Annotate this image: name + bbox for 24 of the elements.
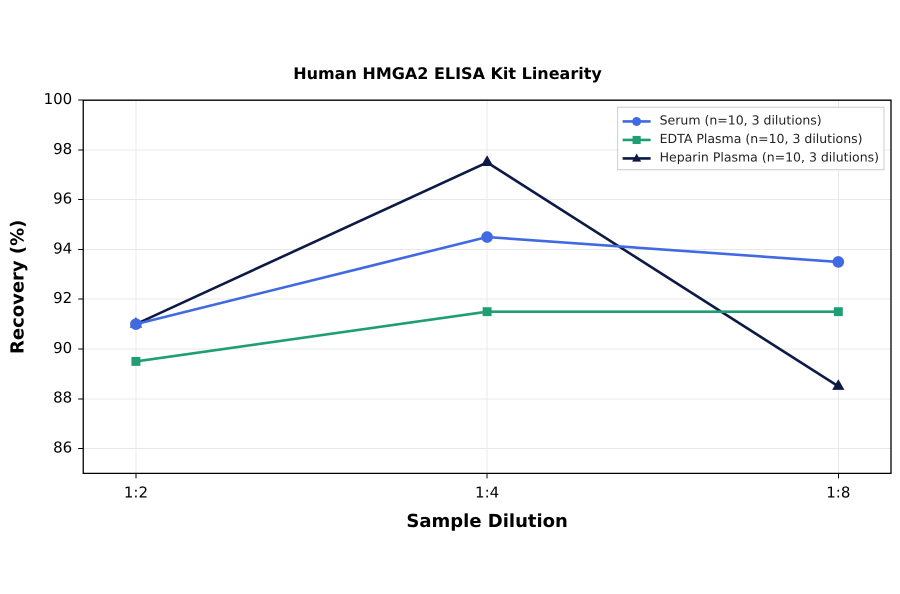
y-tick-label: 100: [44, 90, 72, 108]
x-axis-title: Sample Dilution: [406, 510, 568, 532]
point: [832, 256, 844, 268]
y-tick-label: 98: [53, 140, 72, 158]
y-tick-label: 94: [53, 239, 72, 258]
point: [833, 380, 844, 390]
chart-title: Human HMGA2 ELISA Kit Linearity: [293, 64, 602, 83]
point: [834, 307, 843, 316]
point: [131, 356, 140, 366]
y-tick-label: 92: [53, 289, 72, 308]
y-axis-title: Recovery (%): [7, 220, 28, 354]
x-tick-label: 1:2: [124, 483, 148, 502]
y-tick-label: 96: [53, 190, 72, 208]
legend-label: Serum (n=10, 3 dilutions): [660, 112, 822, 128]
y-tick-label: 88: [53, 388, 72, 407]
legend-label: Heparin Plasma (n=10, 3 dilutions): [660, 150, 879, 165]
x-tick-label: 1:8: [826, 483, 850, 502]
point: [482, 156, 492, 166]
y-tick-label: 90: [53, 338, 72, 357]
legend-label: EDTA Plasma (n=10, 3 dilutions): [660, 131, 863, 146]
y-tick-label: 86: [53, 438, 72, 456]
point: [482, 307, 492, 316]
x-tick-label: 1:4: [475, 483, 500, 502]
point: [481, 231, 493, 243]
